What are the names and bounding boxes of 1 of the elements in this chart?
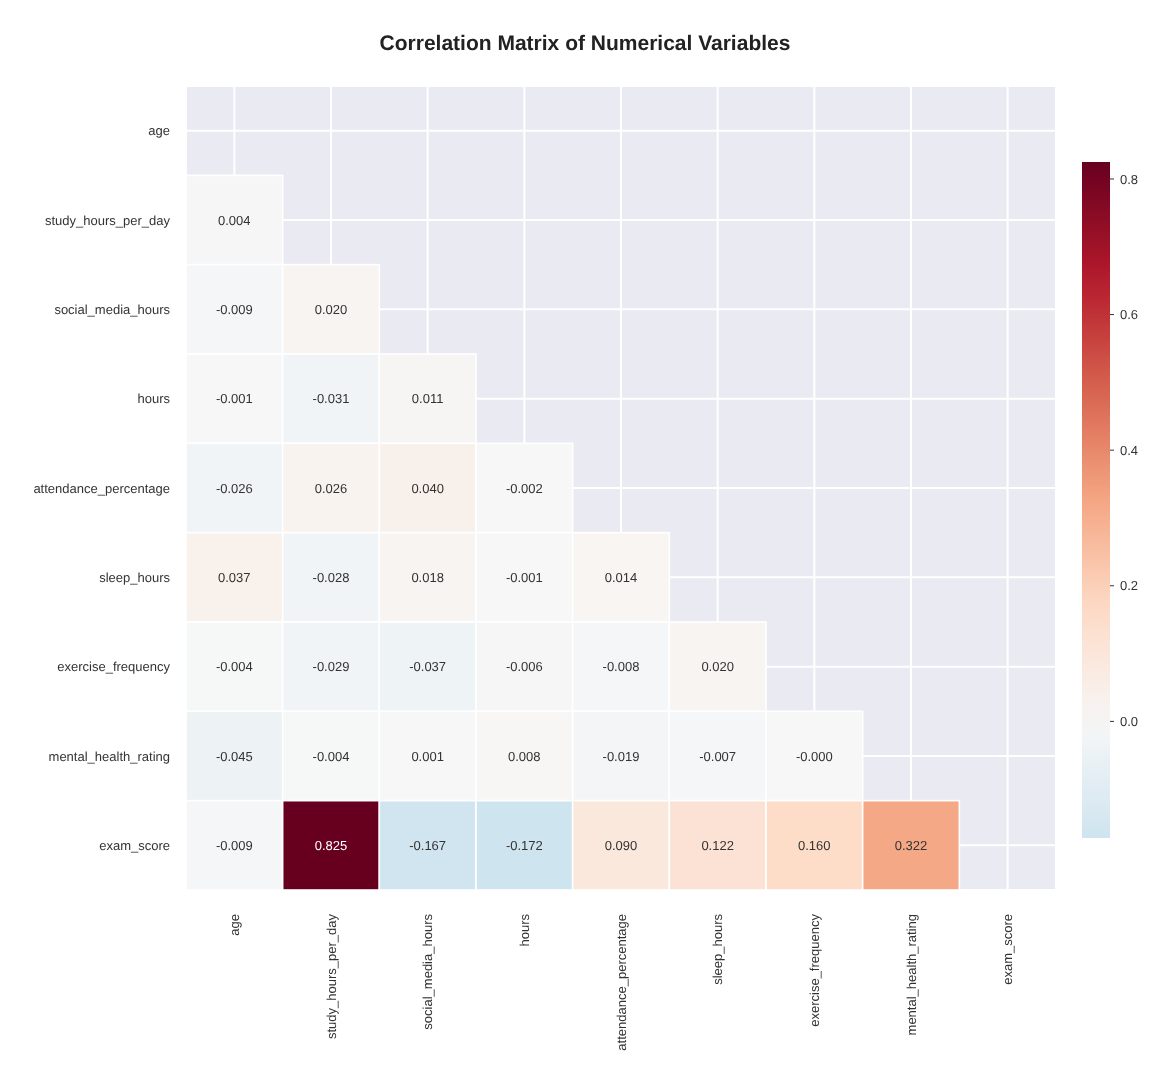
chart-title: Correlation Matrix of Numerical Variables (377, 32, 793, 56)
